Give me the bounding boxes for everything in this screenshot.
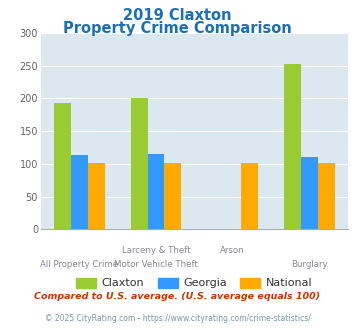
Bar bbox=[164, 163, 181, 229]
Bar bbox=[241, 163, 258, 229]
Legend: Claxton, Georgia, National: Claxton, Georgia, National bbox=[72, 273, 317, 293]
Text: Property Crime Comparison: Property Crime Comparison bbox=[63, 21, 292, 36]
Text: Arson: Arson bbox=[220, 246, 245, 255]
Text: Motor Vehicle Theft: Motor Vehicle Theft bbox=[114, 260, 198, 269]
Bar bbox=[88, 163, 104, 229]
Bar bbox=[284, 64, 301, 229]
Bar bbox=[301, 157, 318, 229]
Text: © 2025 CityRating.com - https://www.cityrating.com/crime-statistics/: © 2025 CityRating.com - https://www.city… bbox=[45, 314, 310, 323]
Text: Burglary: Burglary bbox=[291, 260, 328, 269]
Text: 2019 Claxton: 2019 Claxton bbox=[123, 8, 232, 23]
Bar bbox=[131, 98, 148, 229]
Bar bbox=[148, 154, 164, 229]
Text: Larceny & Theft: Larceny & Theft bbox=[122, 246, 190, 255]
Bar bbox=[71, 155, 88, 229]
Text: All Property Crime: All Property Crime bbox=[40, 260, 118, 269]
Bar bbox=[54, 103, 71, 229]
Text: Compared to U.S. average. (U.S. average equals 100): Compared to U.S. average. (U.S. average … bbox=[34, 292, 321, 301]
Bar bbox=[318, 163, 335, 229]
